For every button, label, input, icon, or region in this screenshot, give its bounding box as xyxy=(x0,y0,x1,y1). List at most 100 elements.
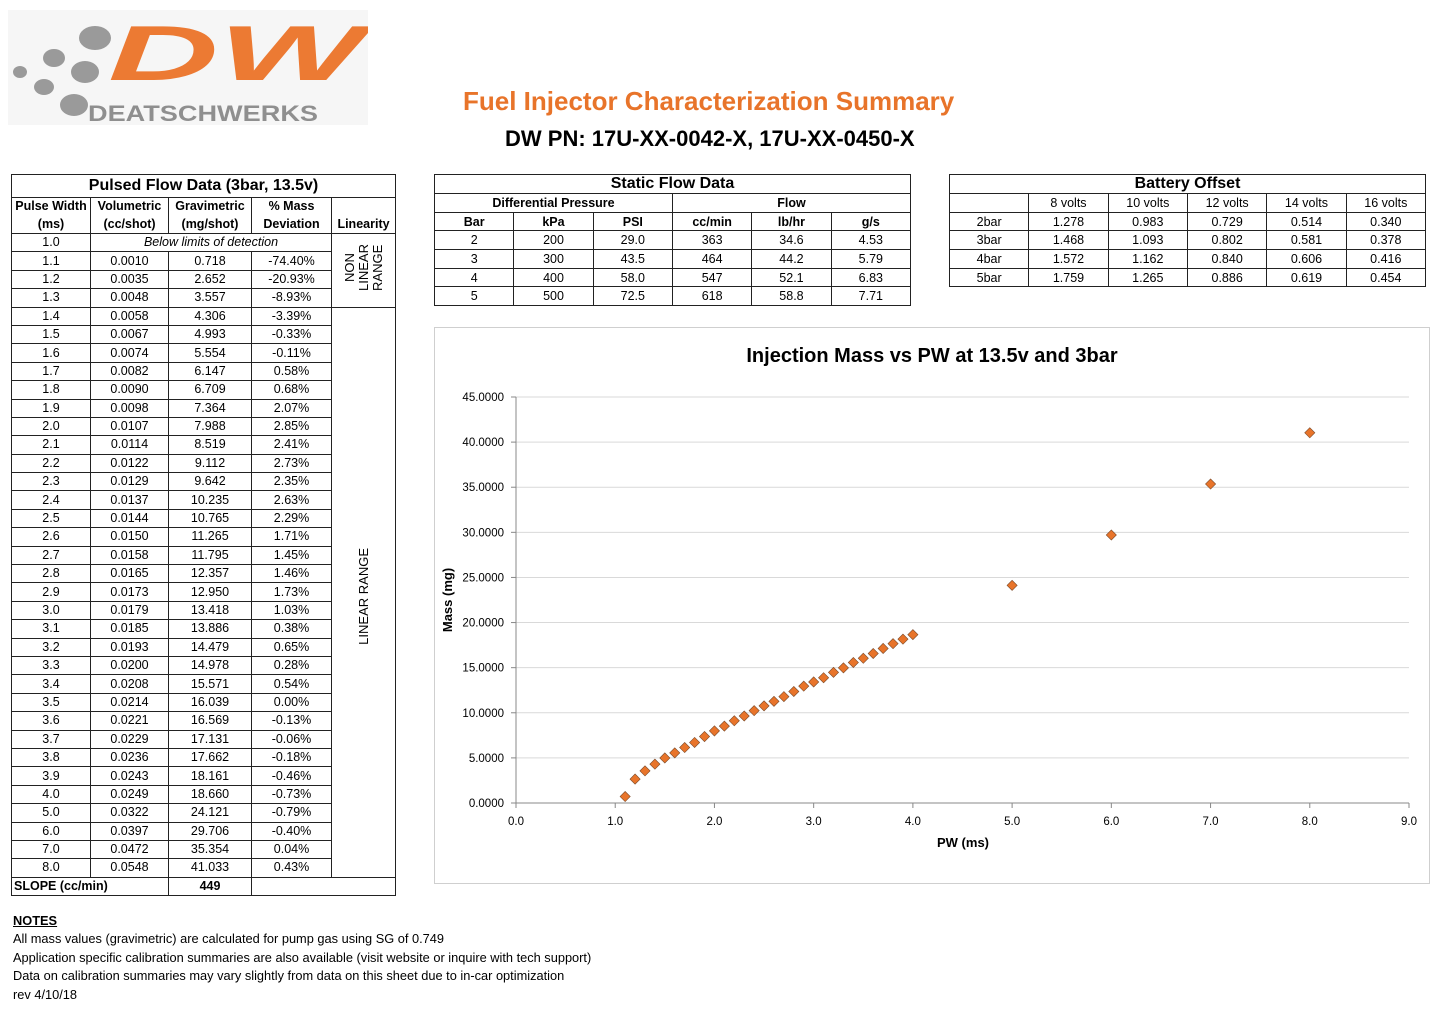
volumetric-cell: 0.0107 xyxy=(90,416,169,437)
data-point xyxy=(659,752,671,764)
table-row: 3.3 0.0200 14.978 0.28% xyxy=(11,655,396,676)
mass-deviation-cell: 1.71% xyxy=(251,527,332,547)
data-point xyxy=(1006,579,1018,591)
gravimetric-cell: 3.557 xyxy=(168,288,252,308)
mass-deviation-cell: 0.65% xyxy=(251,637,332,657)
y-tick-label: 0.0000 xyxy=(469,798,504,810)
table-row: 1.6 0.0074 5.554 -0.11% xyxy=(11,343,396,363)
table-row: 4bar 1.572 1.162 0.840 0.606 0.416 xyxy=(948,249,1427,269)
gravimetric-cell: 12.950 xyxy=(168,582,252,602)
battery-cell: 1.278 xyxy=(1028,211,1109,232)
data-point xyxy=(788,685,800,698)
volumetric-cell: 0.0243 xyxy=(90,766,169,786)
table-row: 2.1 0.0114 8.519 2.41% xyxy=(11,435,396,455)
static-flow-title: Static Flow Data xyxy=(434,174,911,194)
data-point xyxy=(798,680,810,692)
deatschwerks-logo: DW DEATSCHWERKS xyxy=(8,10,368,125)
mass-deviation-cell: 2.85% xyxy=(251,416,332,437)
mass-deviation-cell: 0.68% xyxy=(251,380,332,400)
differential-pressure-header: Differential Pressure xyxy=(434,193,673,213)
pulse-width-cell: 3.1 xyxy=(11,619,91,639)
page-title: Fuel Injector Characterization Summary xyxy=(463,86,955,116)
gravimetric-cell: 10.235 xyxy=(168,490,252,510)
static-cell: 5.79 xyxy=(830,249,912,269)
static-flow-table: Static Flow Data Differential Pressure Fl… xyxy=(433,174,912,307)
table-row: 1.0 Below limits of detection NON LINEAR RAN… xyxy=(11,232,397,308)
static-cell: 200 xyxy=(513,230,594,251)
gravimetric-cell: 17.662 xyxy=(168,747,252,768)
pulse-width-cell: 2.0 xyxy=(11,416,91,437)
pulse-width-cell: 1.6 xyxy=(11,343,91,363)
pulse-width-cell: 3.3 xyxy=(11,655,91,676)
gravimetric-cell: 10.765 xyxy=(168,508,252,529)
volumetric-cell: 0.0322 xyxy=(90,803,169,823)
note-line: rev 4/10/18 xyxy=(13,986,78,1002)
volumetric-cell: 0.0179 xyxy=(90,600,169,621)
pulse-width-cell: 6.0 xyxy=(11,821,91,841)
data-point xyxy=(758,700,770,712)
mass-deviation-cell: 0.04% xyxy=(251,839,332,860)
data-point xyxy=(738,710,750,722)
mass-deviation-cell: 0.38% xyxy=(251,619,332,639)
battery-cell: 0.454 xyxy=(1345,267,1427,288)
data-point xyxy=(689,736,701,748)
mass-deviation-cell: 2.63% xyxy=(251,490,332,510)
battery-cell: 0.606 xyxy=(1266,249,1347,269)
battery-cell: 0.840 xyxy=(1186,249,1268,269)
logo-mark: DW xyxy=(108,10,368,97)
table-row: 5bar 1.759 1.265 0.886 0.619 0.454 xyxy=(948,267,1427,288)
x-tick-label: 8.0 xyxy=(1302,816,1318,828)
pulse-width-cell: 1.4 xyxy=(11,306,91,326)
x-tick-label: 0.0 xyxy=(508,816,524,828)
table-row: 1.4 0.0058 4.306 -3.39% LINEAR RANGE xyxy=(11,306,397,878)
mass-deviation-cell: 1.73% xyxy=(251,582,332,602)
volumetric-cell: 0.0067 xyxy=(90,324,169,345)
gravimetric-cell: 9.112 xyxy=(168,453,252,474)
battery-cell: 5bar xyxy=(948,267,1030,288)
mass-deviation-cell: -74.40% xyxy=(251,251,332,271)
static-cell: 29.0 xyxy=(592,230,673,251)
table-row: 3 300 43.5 464 44.2 5.79 xyxy=(433,249,912,269)
static-header: PSI xyxy=(592,211,673,232)
injection-mass-chart: Injection Mass vs PW at 13.5v and 3bar 0.… xyxy=(434,327,1430,884)
pulsed-header-3-line1: % Mass xyxy=(251,197,332,216)
mass-deviation-cell: 0.28% xyxy=(251,655,332,676)
mass-deviation-cell: -0.73% xyxy=(251,784,332,805)
gravimetric-cell: 9.642 xyxy=(168,472,252,492)
mass-deviation-cell: 0.54% xyxy=(251,674,332,694)
pulse-width-cell: 3.9 xyxy=(11,766,91,786)
pulse-width-cell: 3.8 xyxy=(11,747,91,768)
static-header: kPa xyxy=(513,211,594,232)
mass-deviation-cell: 0.00% xyxy=(251,692,332,713)
gravimetric-cell: 6.709 xyxy=(168,380,252,400)
gravimetric-cell: 7.988 xyxy=(168,416,252,437)
static-cell: 2 xyxy=(433,230,515,251)
linear-range-label: LINEAR RANGE xyxy=(330,306,397,878)
pulse-width-cell: 1.8 xyxy=(11,380,91,400)
battery-cell: 0.729 xyxy=(1186,211,1268,232)
pulsed-header-1-line2: (cc/shot) xyxy=(90,215,169,234)
data-point xyxy=(1105,529,1117,541)
pulse-width-cell: 4.0 xyxy=(11,784,91,805)
battery-offset-table: Battery Offset 8 volts 10 volts 12 volts 14… xyxy=(948,174,1427,288)
data-point xyxy=(808,676,820,688)
pulsed-header-4-line2: Linearity xyxy=(330,215,397,234)
y-tick-label: 35.0000 xyxy=(462,482,504,494)
gravimetric-cell: 35.354 xyxy=(168,839,252,860)
static-cell: 3 xyxy=(433,249,515,269)
pulsed-header-2-line2: (mg/shot) xyxy=(168,215,252,234)
battery-cell: 4bar xyxy=(948,249,1030,269)
battery-cell: 1.759 xyxy=(1028,267,1109,288)
battery-header xyxy=(948,193,1030,213)
volumetric-cell: 0.0122 xyxy=(90,453,169,474)
volumetric-cell: 0.0035 xyxy=(90,269,169,290)
table-row: 3.4 0.0208 15.571 0.54% xyxy=(11,674,396,694)
gravimetric-cell: 13.886 xyxy=(168,619,252,639)
table-row: 1.8 0.0090 6.709 0.68% xyxy=(11,380,396,400)
static-cell: 5 xyxy=(433,286,515,307)
linear-range-text: LINEAR RANGE xyxy=(355,547,371,645)
gravimetric-cell: 4.993 xyxy=(168,324,252,345)
data-point xyxy=(877,642,889,654)
non-linear-text: NON LINEAR RANGE xyxy=(342,244,385,291)
data-point xyxy=(897,633,909,645)
